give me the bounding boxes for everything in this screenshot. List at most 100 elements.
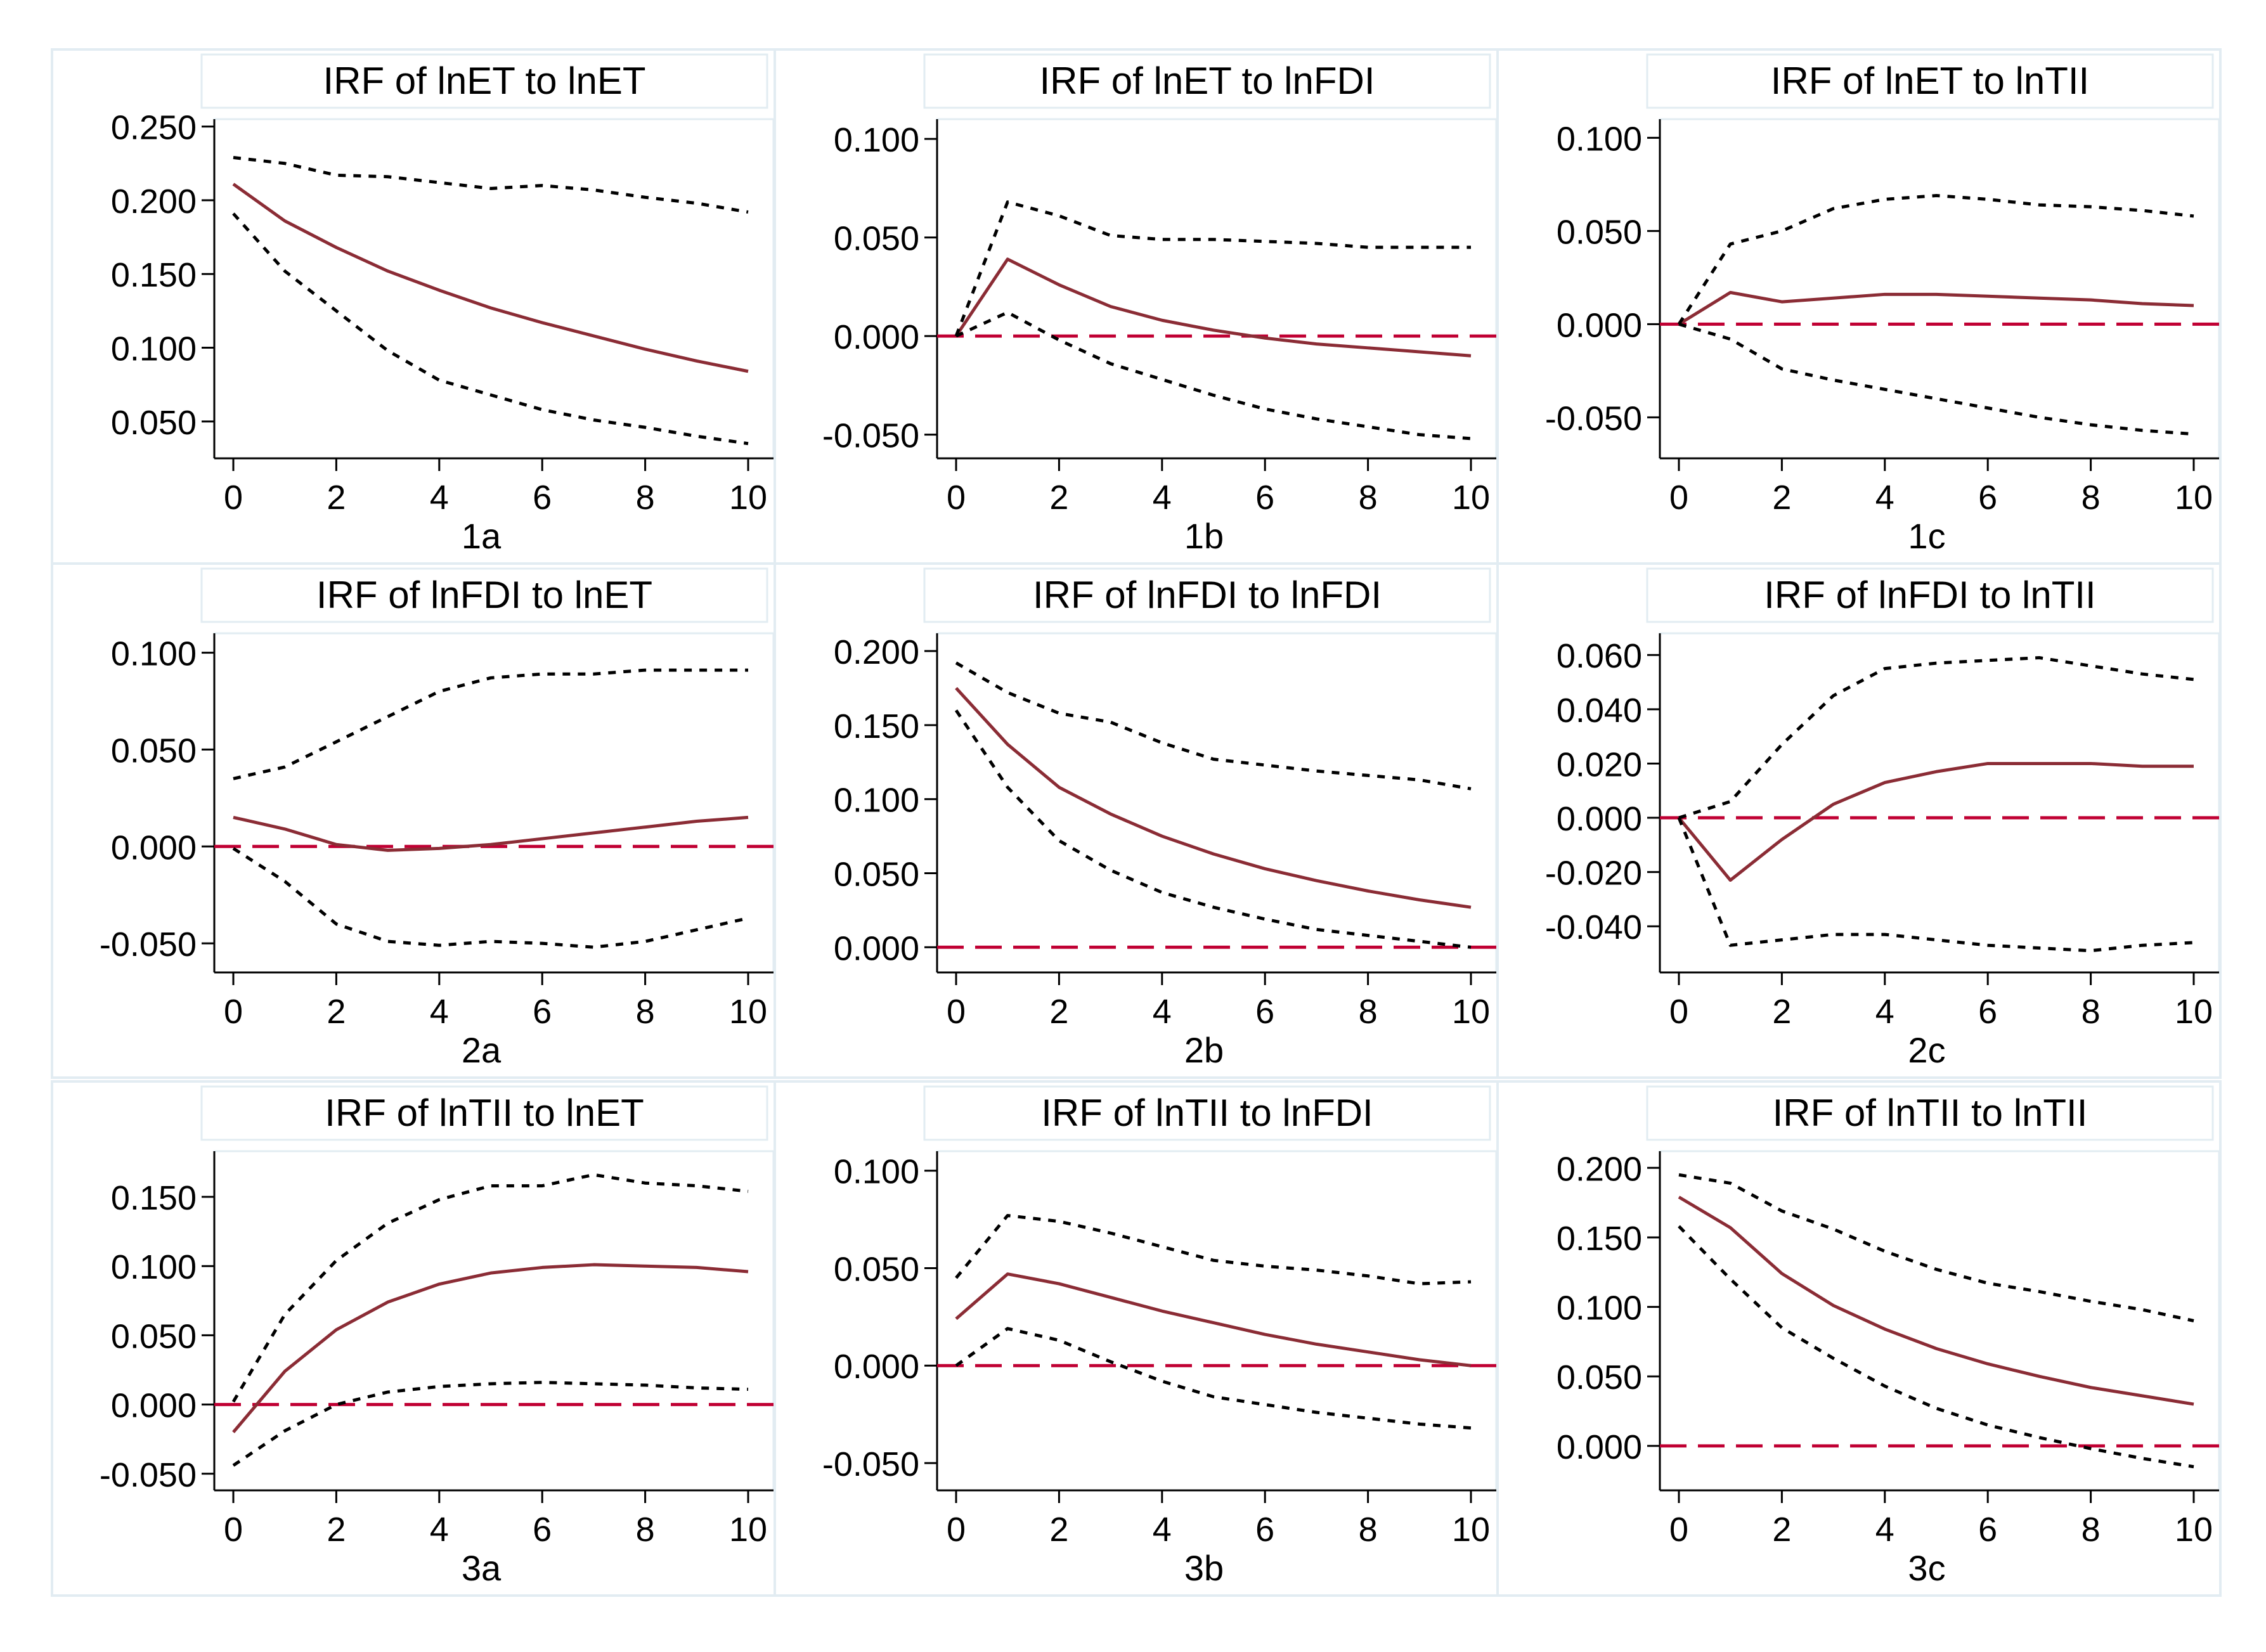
x-tick-label: 8 <box>2081 993 2101 1031</box>
y-tick-label: 0.150 <box>111 1179 197 1217</box>
panels-group: IRF of lnET to lnET 0.050 0.100 0.150 0.200 0… <box>51 48 2222 1597</box>
x-tick-label: 10 <box>2175 1511 2213 1549</box>
y-tick-label: 0.000 <box>834 318 919 356</box>
plot-area <box>936 118 1498 460</box>
panel-label: 3c <box>1908 1548 1945 1588</box>
title-box <box>200 567 768 623</box>
y-tick-label: -0.040 <box>1545 908 1642 946</box>
y-tick-label: -0.050 <box>822 417 919 455</box>
chart-title: IRF of lnTII to lnFDI <box>1041 1092 1373 1134</box>
x-tick-label: 0 <box>947 993 966 1031</box>
x-tick-label: 4 <box>430 993 449 1031</box>
y-tick-label: 0.100 <box>111 635 197 673</box>
panel-label: 2c <box>1908 1030 1945 1070</box>
y-tick-label: 0.020 <box>1557 745 1642 784</box>
x-tick-label: 2 <box>1049 1511 1068 1549</box>
y-tick-label: 0.100 <box>111 330 197 368</box>
y-tick-label: 0.050 <box>1557 213 1642 251</box>
y-tick-label: 0.050 <box>111 404 197 442</box>
x-tick-label: 2 <box>1772 479 1791 517</box>
x-tick-label: 10 <box>2175 479 2213 517</box>
y-tick-label: 0.200 <box>1557 1150 1642 1188</box>
y-tick-label: 0.000 <box>834 929 919 967</box>
panel-3c: IRF of lnTII to lnTII 0.000 0.050 0.100 0.15… <box>1496 1080 2222 1597</box>
upper-ci-line <box>1677 194 2194 325</box>
y-tick-label: 0.100 <box>834 121 919 159</box>
y-tick-label: 0.000 <box>834 1348 919 1386</box>
irf-line <box>1678 761 2194 882</box>
upper-ci-line <box>954 200 1471 337</box>
x-tick-label: 0 <box>947 1511 966 1549</box>
panel-1b: IRF of lnET to lnFDI -0.050 0.000 0.050 0.10… <box>774 48 1499 565</box>
plot-area <box>213 632 775 974</box>
y-tick-label: 0.100 <box>834 1153 919 1191</box>
panel-label: 1b <box>1184 516 1224 556</box>
x-tick-label: 8 <box>1359 479 1378 517</box>
x-tick-label: 8 <box>636 993 655 1031</box>
irf-line <box>1678 1196 2194 1406</box>
x-tick-label: 8 <box>2081 1511 2101 1549</box>
y-tick-label: -0.050 <box>1545 399 1642 437</box>
x-tick-label: 2 <box>327 993 346 1031</box>
irf-line <box>955 687 1472 909</box>
x-tick-label: 4 <box>1153 479 1172 517</box>
x-tick-label: 6 <box>1255 1511 1274 1549</box>
panel-label: 3b <box>1184 1548 1224 1588</box>
chart-title: IRF of lnET to lnET <box>323 60 645 102</box>
x-tick-label: 6 <box>1255 479 1274 517</box>
title-box <box>1646 1085 2214 1141</box>
x-tick-label: 2 <box>1049 479 1068 517</box>
x-tick-label: 8 <box>1359 993 1378 1031</box>
x-tick-label: 2 <box>1772 1511 1791 1549</box>
panel-3a: IRF of lnTII to lnET -0.050 0.000 0.050 0.10… <box>51 1080 776 1597</box>
y-tick-label: 0.100 <box>834 782 919 820</box>
x-tick-label: 4 <box>1875 479 1894 517</box>
title-box <box>1646 53 2214 109</box>
irf-line <box>954 257 1472 358</box>
x-tick-label: 6 <box>1255 993 1274 1031</box>
x-tick-label: 8 <box>2081 479 2101 517</box>
plot-area <box>1659 632 2220 974</box>
plot-area <box>1659 118 2220 460</box>
plot-area <box>936 632 1498 974</box>
y-tick-label: 0.050 <box>834 1250 919 1288</box>
x-tick-label: 4 <box>1153 993 1172 1031</box>
upper-ci-line <box>955 1213 1472 1286</box>
x-tick-label: 8 <box>636 479 655 517</box>
panel-label: 2b <box>1184 1030 1224 1070</box>
x-tick-label: 10 <box>1452 1511 1490 1549</box>
y-tick-label: 0.200 <box>111 183 197 221</box>
y-tick-label: 0.050 <box>834 855 919 893</box>
plot-area <box>1659 1150 2220 1492</box>
x-tick-label: 10 <box>729 1511 767 1549</box>
x-tick-label: 0 <box>224 993 243 1031</box>
chart-title: IRF of lnFDI to lnTII <box>1764 574 2095 616</box>
x-tick-label: 0 <box>1669 479 1688 517</box>
x-tick-label: 6 <box>533 993 552 1031</box>
y-tick-label: 0.000 <box>111 1387 197 1425</box>
x-tick-label: 10 <box>729 993 767 1031</box>
plot-area <box>213 118 775 460</box>
x-tick-label: 4 <box>1875 1511 1894 1549</box>
x-tick-label: 4 <box>430 479 449 517</box>
x-tick-label: 4 <box>1875 993 1894 1031</box>
title-box <box>200 1085 768 1141</box>
panel-label: 3a <box>462 1548 502 1588</box>
panel-label: 1c <box>1908 516 1945 556</box>
x-tick-label: 2 <box>1049 993 1068 1031</box>
y-tick-label: -0.050 <box>822 1445 919 1483</box>
lower-ci-line <box>955 1327 1472 1430</box>
chart-title: IRF of lnET to lnTII <box>1771 60 2089 102</box>
lower-ci-line <box>1678 322 2194 436</box>
x-tick-label: 2 <box>1772 993 1791 1031</box>
upper-ci-line <box>233 668 748 780</box>
lower-ci-line <box>232 1381 749 1467</box>
upper-ci-line <box>1678 1173 2194 1322</box>
x-tick-label: 0 <box>224 1511 243 1549</box>
upper-ci-line <box>231 1173 749 1403</box>
y-tick-label: 0.050 <box>111 1317 197 1355</box>
x-tick-label: 0 <box>947 479 966 517</box>
panel-2c: IRF of lnFDI to lnTII -0.040 -0.020 0.000 0.… <box>1496 562 2222 1079</box>
irf-line <box>232 183 749 373</box>
chart-title: IRF of lnFDI to lnET <box>316 574 652 616</box>
